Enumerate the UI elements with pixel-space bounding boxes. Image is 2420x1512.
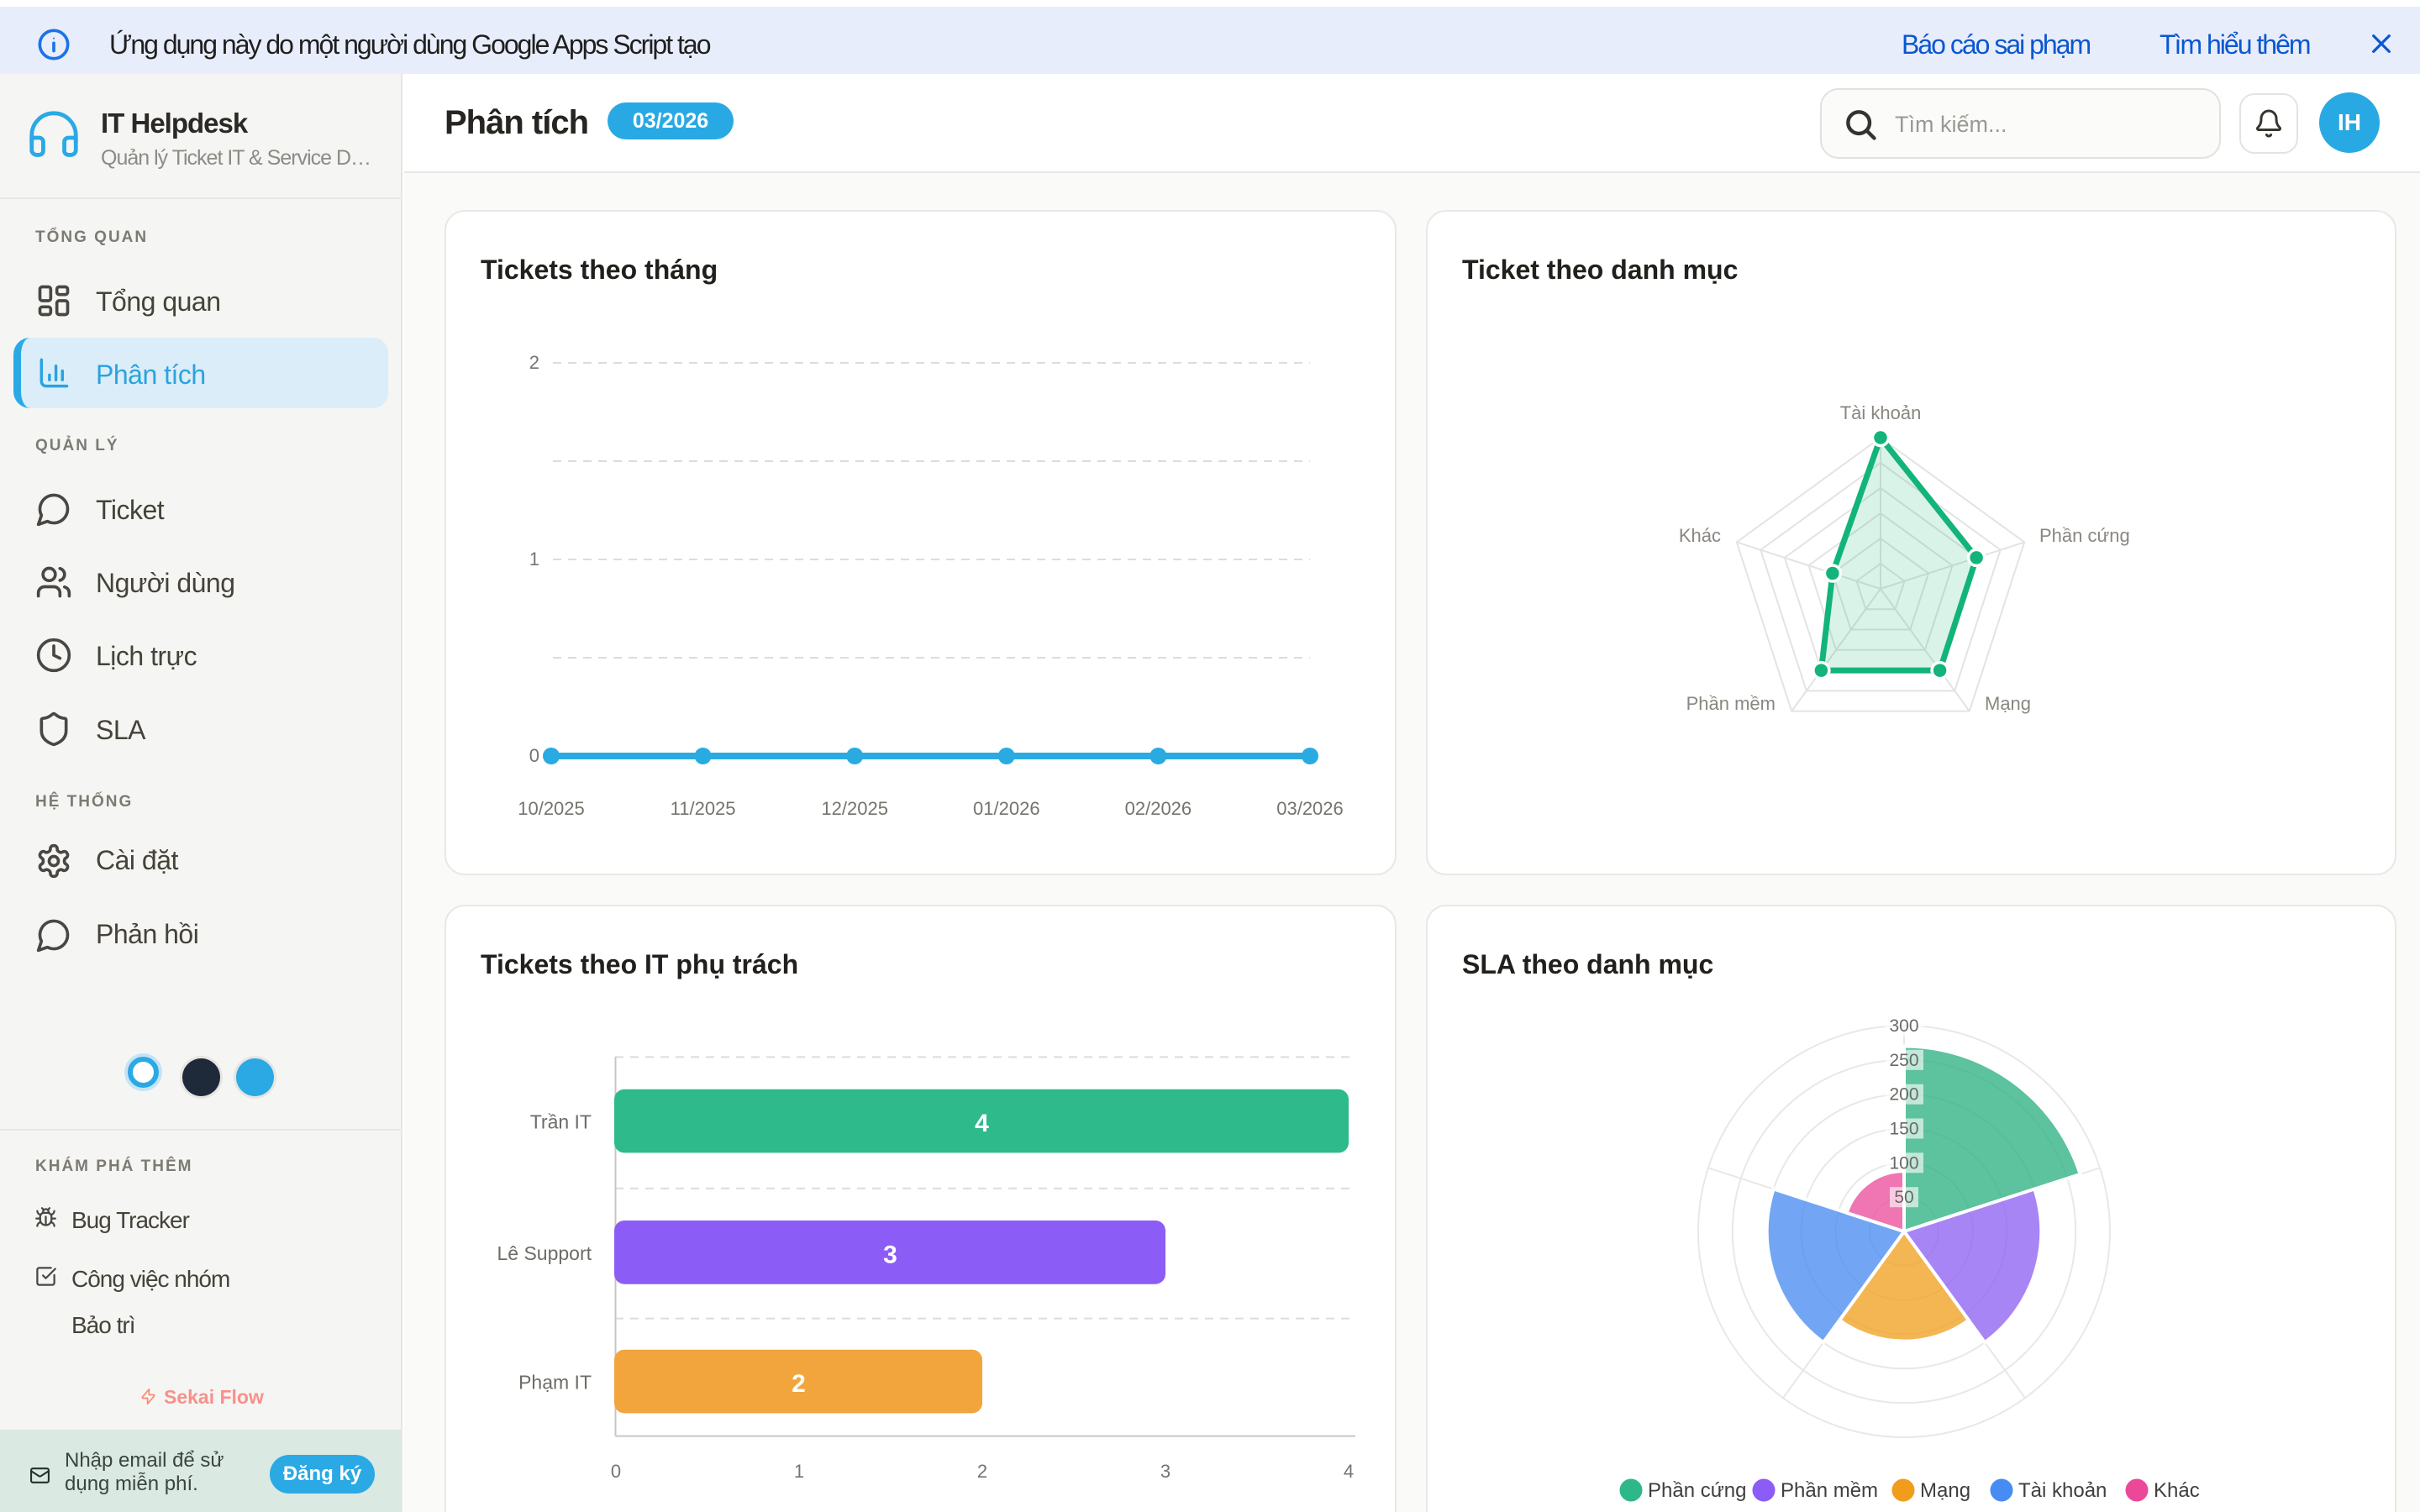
svg-text:3: 3 <box>883 1241 897 1268</box>
svg-text:12/2025: 12/2025 <box>821 798 888 819</box>
svg-text:Tài khoản: Tài khoản <box>1840 402 1922 423</box>
svg-text:11/2025: 11/2025 <box>671 798 736 819</box>
svg-text:Mạng: Mạng <box>1920 1479 1970 1502</box>
svg-text:2: 2 <box>792 1370 806 1398</box>
svg-text:200: 200 <box>1889 1085 1918 1105</box>
svg-text:10/2025: 10/2025 <box>518 798 585 819</box>
svg-text:Khác: Khác <box>2154 1479 2200 1502</box>
svg-text:02/2026: 02/2026 <box>1125 798 1192 819</box>
svg-text:4: 4 <box>975 1110 989 1137</box>
svg-text:Trần IT: Trần IT <box>530 1111 592 1133</box>
svg-text:300: 300 <box>1889 1016 1918 1036</box>
svg-text:03/2026: 03/2026 <box>1276 798 1344 819</box>
svg-text:1: 1 <box>529 549 539 570</box>
svg-text:01/2026: 01/2026 <box>973 798 1040 819</box>
svg-text:0: 0 <box>611 1461 621 1482</box>
svg-text:Tài khoản: Tài khoản <box>2018 1479 2107 1502</box>
svg-text:50: 50 <box>1894 1188 1913 1207</box>
svg-text:0: 0 <box>529 745 539 766</box>
svg-text:Khác: Khác <box>1679 525 1721 546</box>
svg-text:3: 3 <box>1160 1461 1171 1482</box>
svg-text:Phạm IT: Phạm IT <box>518 1372 592 1394</box>
svg-text:1: 1 <box>794 1461 804 1482</box>
svg-text:2: 2 <box>977 1461 987 1482</box>
svg-text:2: 2 <box>529 352 539 373</box>
svg-text:100: 100 <box>1889 1153 1918 1173</box>
svg-text:Phần mềm: Phần mềm <box>1686 693 1776 714</box>
svg-text:250: 250 <box>1889 1051 1918 1070</box>
svg-text:Phần cứng: Phần cứng <box>2039 525 2130 546</box>
svg-text:4: 4 <box>1344 1461 1354 1482</box>
svg-text:Phần mềm: Phần mềm <box>1781 1479 1878 1502</box>
svg-text:150: 150 <box>1889 1120 1918 1139</box>
svg-text:Lê Support: Lê Support <box>497 1242 592 1264</box>
svg-text:Phần cứng: Phần cứng <box>1648 1479 1746 1502</box>
svg-text:Mạng: Mạng <box>1985 693 2031 714</box>
